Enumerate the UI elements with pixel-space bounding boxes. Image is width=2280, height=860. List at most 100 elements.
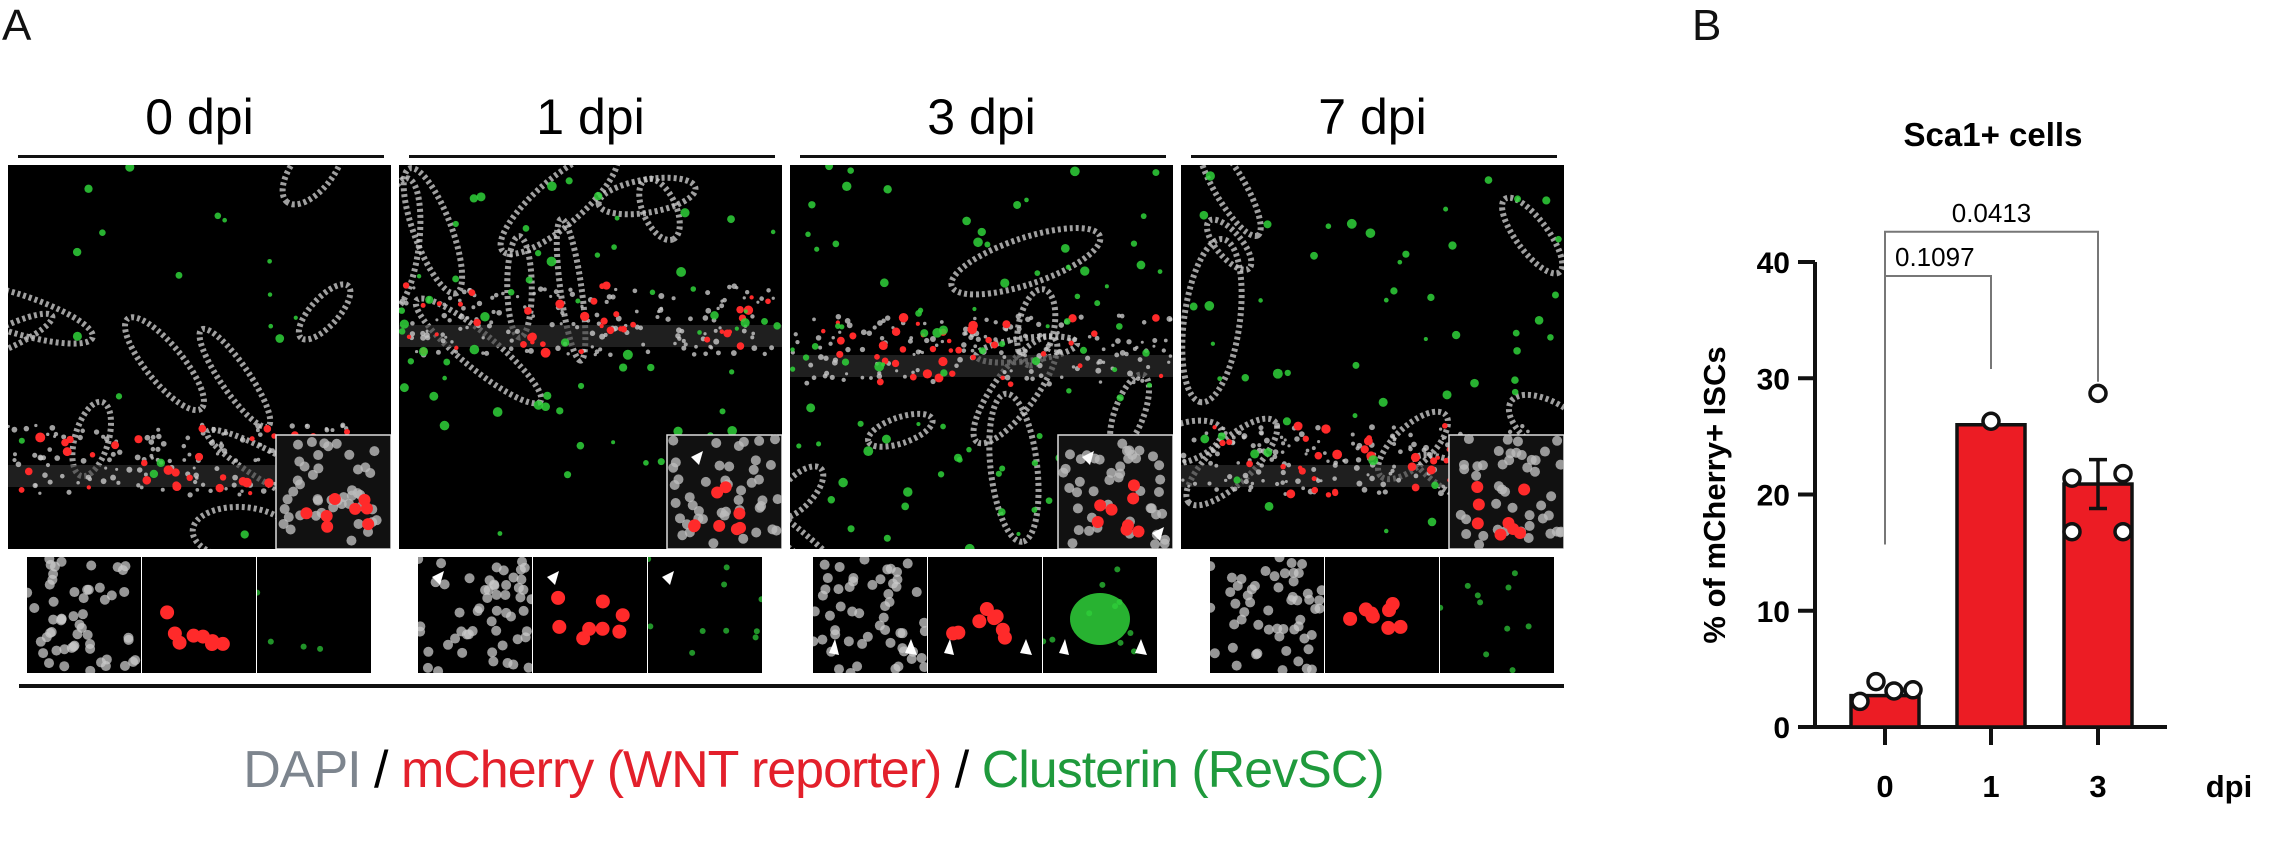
- mcherry-cell: [1000, 375, 1005, 381]
- mcherry-cell: [186, 628, 201, 643]
- nucleus: [1392, 441, 1397, 446]
- inset-nucleus: [369, 446, 380, 457]
- nucleus: [1022, 333, 1028, 339]
- nucleus: [106, 590, 117, 601]
- nucleus: [1316, 585, 1324, 596]
- nucleus: [1030, 376, 1035, 382]
- nucleus: [1116, 313, 1121, 318]
- clusterin-cell: [1086, 610, 1093, 617]
- nucleus: [845, 667, 856, 673]
- clusterin-cell: [1217, 376, 1223, 382]
- nucleus: [793, 332, 798, 337]
- nucleus: [866, 330, 873, 336]
- villus: [553, 215, 589, 364]
- nucleus: [44, 557, 55, 564]
- mcherry-cell: [62, 447, 72, 457]
- nucleus: [224, 487, 228, 491]
- clusterin-cell: [1442, 390, 1452, 400]
- nucleus: [471, 305, 476, 310]
- inset-nucleus: [313, 495, 324, 506]
- mcherry-cell: [1246, 460, 1253, 468]
- nucleus: [1304, 452, 1308, 456]
- nucleus: [688, 316, 693, 322]
- mcherry-cell: [602, 281, 611, 290]
- nucleus: [878, 612, 889, 623]
- bar: [2062, 482, 2134, 729]
- nucleus: [884, 597, 895, 608]
- clusterin-cell: [879, 278, 889, 288]
- nucleus: [920, 350, 925, 355]
- clusterin-cell: [543, 391, 552, 400]
- nucleus: [48, 596, 59, 607]
- nucleus: [1272, 449, 1279, 455]
- nucleus: [517, 557, 528, 567]
- inset-nucleus: [1474, 539, 1485, 549]
- nucleus: [833, 664, 844, 673]
- clusterin-cell: [1258, 298, 1263, 303]
- nucleus: [705, 290, 711, 296]
- nucleus: [1317, 440, 1321, 444]
- inset-nucleus: [1545, 528, 1556, 539]
- nucleus: [1223, 478, 1228, 483]
- nucleus: [993, 337, 998, 342]
- clusterin-cell: [689, 649, 696, 656]
- clusterin-cell: [317, 645, 324, 652]
- nucleus: [1376, 490, 1382, 495]
- nucleus: [1388, 471, 1393, 476]
- nucleus: [555, 345, 561, 352]
- nucleus: [486, 323, 492, 329]
- inset-nucleus: [770, 434, 781, 445]
- nucleus: [963, 326, 969, 333]
- nucleus: [1277, 665, 1288, 673]
- nucleus: [1009, 369, 1013, 373]
- villus: [400, 165, 466, 297]
- mcherry-cell: [938, 356, 948, 367]
- clusterin-cell: [1368, 455, 1379, 466]
- nucleus: [1257, 443, 1262, 448]
- nucleus: [907, 338, 913, 344]
- nucleus: [211, 427, 217, 433]
- clusterin-channel-image: [648, 557, 762, 673]
- nucleus: [119, 586, 130, 597]
- nucleus: [604, 299, 609, 305]
- mcherry-cell: [578, 349, 584, 355]
- data-point: [1884, 681, 1904, 701]
- nucleus: [465, 316, 470, 320]
- mcherry-cell: [344, 428, 351, 435]
- mcherry-cell: [1393, 619, 1408, 634]
- nucleus: [531, 314, 536, 318]
- arrowhead-icon: [1135, 639, 1147, 655]
- inset-mcherry-cell: [1091, 516, 1104, 529]
- nucleus: [447, 295, 453, 301]
- clusterin-cell: [972, 306, 977, 312]
- nucleus: [1326, 459, 1330, 463]
- nucleus: [1036, 353, 1043, 359]
- clusterin-cell: [1036, 432, 1043, 440]
- clusterin-cell: [546, 256, 557, 267]
- data-point: [2088, 383, 2108, 404]
- mcherry-cell: [1442, 423, 1448, 429]
- mcherry-cell: [836, 336, 845, 345]
- inset-nucleus: [1493, 446, 1504, 457]
- inset-nucleus: [288, 486, 299, 497]
- nucleus: [1002, 370, 1007, 375]
- nucleus: [1311, 446, 1316, 451]
- nucleus: [83, 584, 94, 595]
- clusterin-cell: [267, 292, 273, 297]
- clusterin-cell: [300, 643, 307, 650]
- nucleus: [193, 479, 198, 485]
- nucleus: [902, 374, 907, 379]
- nucleus: [508, 346, 514, 352]
- mcherry-cell: [520, 341, 527, 348]
- clusterin-cell: [1079, 346, 1088, 354]
- panel-b-label: B: [1692, 1, 1722, 50]
- nucleus: [1361, 486, 1368, 493]
- nucleus: [1101, 347, 1106, 352]
- arrowhead-icon: [691, 451, 703, 465]
- nucleus: [85, 474, 92, 480]
- nucleus: [1119, 313, 1125, 319]
- mcherry-cell: [186, 474, 193, 482]
- inset-nucleus: [736, 485, 747, 496]
- inset-nucleus: [1084, 525, 1095, 536]
- nucleus: [594, 312, 600, 318]
